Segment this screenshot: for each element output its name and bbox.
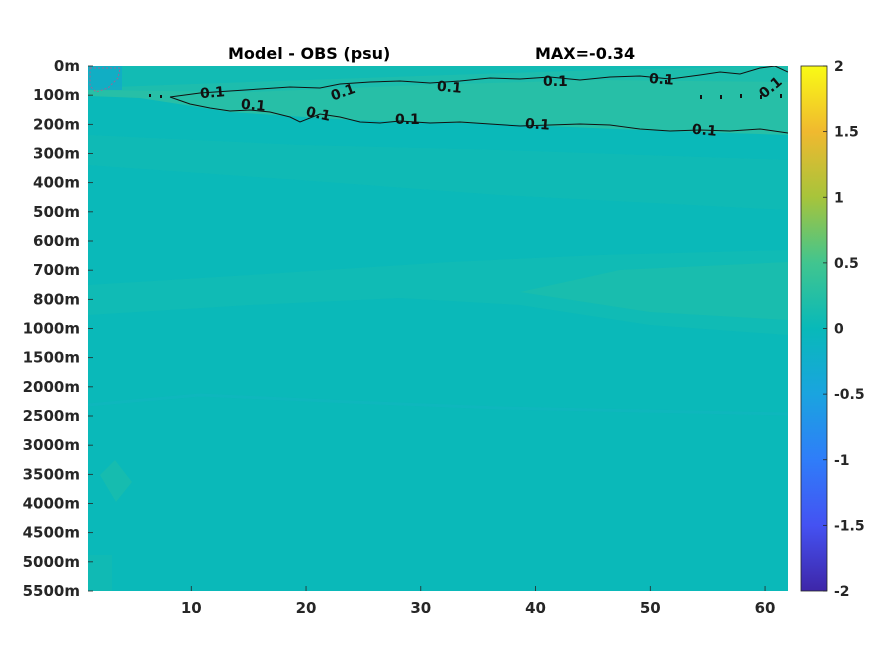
colorbar-tick-label: 1.5 (834, 125, 859, 141)
colorbar-gradient (800, 65, 828, 592)
contour-label: 0.1 (240, 97, 266, 115)
y-tick-label: 4000m (23, 495, 80, 513)
x-axis: 10 20 30 40 50 60 (181, 586, 776, 617)
y-tick-label: 3000m (23, 436, 80, 454)
colorbar-tick-label: 2 (834, 59, 844, 75)
colorbar-ticks: 2 1.5 1 0.5 0 -0.5 -1 -1.5 -2 (823, 59, 865, 600)
contour-label: 0.1 (648, 71, 674, 89)
contour-label: 0.1 (436, 79, 462, 97)
x-tick-label: 30 (410, 599, 431, 617)
y-axis: 0m 100m 200m 300m 400m 500m 600m 700m 800m 1000m 1… (23, 57, 93, 600)
colorbar-tick-label: 1 (834, 190, 844, 206)
y-tick-label: 5500m (23, 582, 80, 600)
upper-surface-fringe (88, 66, 788, 92)
surface-negative-patch (88, 66, 122, 90)
y-tick-label: 4500m (23, 524, 80, 542)
surface-patch-outline (89, 67, 121, 93)
y-tick-label: 2000m (23, 378, 80, 396)
deep-boundary (88, 393, 788, 416)
colorbar-tick-label: -1 (834, 453, 850, 469)
y-tick-label: 500m (33, 203, 80, 221)
contour-label: 0.1 (304, 104, 332, 125)
contour-label: 0.1 (329, 81, 358, 105)
contour-line-lower (169, 96, 788, 134)
y-tick-label: 600m (33, 232, 80, 250)
contour-label: 0.1 (199, 84, 225, 102)
chart-title: Model - OBS (psu) (228, 44, 390, 63)
y-tick-label: 1000m (23, 320, 80, 338)
contour-label: 0.1 (543, 74, 568, 90)
x-tick-label: 50 (640, 599, 661, 617)
y-tick-label: 300m (33, 145, 80, 163)
plot-area: 0.1 0.1 0.1 0.1 0.1 0.1 0.1 0.1 0.1 0.1 … (88, 66, 788, 591)
y-tick-label: 1500m (23, 349, 80, 367)
colorbar-tick-label: -0.5 (834, 387, 865, 403)
contour-ticks (149, 80, 782, 99)
x-tick-label: 60 (755, 599, 776, 617)
mid-depth-lens-core (520, 262, 788, 320)
mid-depth-lens (88, 250, 788, 335)
subsurface-tongue (88, 135, 788, 210)
contour-label: 0.1 (524, 116, 550, 134)
bottom-left-patch (88, 555, 112, 591)
colorbar-tick-label: -2 (834, 584, 850, 600)
y-tick-label: 700m (33, 261, 80, 279)
y-tick-label: 5000m (23, 553, 80, 571)
colorbar-tick-label: -1.5 (834, 518, 865, 534)
x-tick-label: 10 (181, 599, 202, 617)
x-tick-label: 20 (296, 599, 317, 617)
y-tick-label: 800m (33, 290, 80, 308)
contour-line-upper (169, 66, 788, 98)
contour-label: 0.1 (395, 112, 420, 128)
field-shading (88, 66, 788, 591)
y-tick-label: 0m (54, 57, 80, 75)
y-tick-label: 200m (33, 115, 80, 133)
y-tick-label: 3500m (23, 465, 80, 483)
colorbar: 2 1.5 1 0.5 0 -0.5 -1 -1.5 -2 (800, 59, 865, 600)
contour-labels: 0.1 0.1 0.1 0.1 0.1 0.1 0.1 0.1 0.1 0.1 … (199, 71, 785, 140)
contour-label: 0.1 (691, 122, 717, 140)
deep-lens (100, 460, 132, 502)
y-tick-label: 400m (33, 174, 80, 192)
colorbar-tick-label: 0 (834, 322, 844, 338)
colorbar-tick-label: 0.5 (834, 256, 859, 272)
max-label: MAX=-0.34 (535, 44, 635, 63)
contour-lines (149, 66, 788, 134)
y-tick-label: 100m (33, 86, 80, 104)
x-tick-label: 40 (525, 599, 546, 617)
y-tick-label: 2500m (23, 407, 80, 425)
